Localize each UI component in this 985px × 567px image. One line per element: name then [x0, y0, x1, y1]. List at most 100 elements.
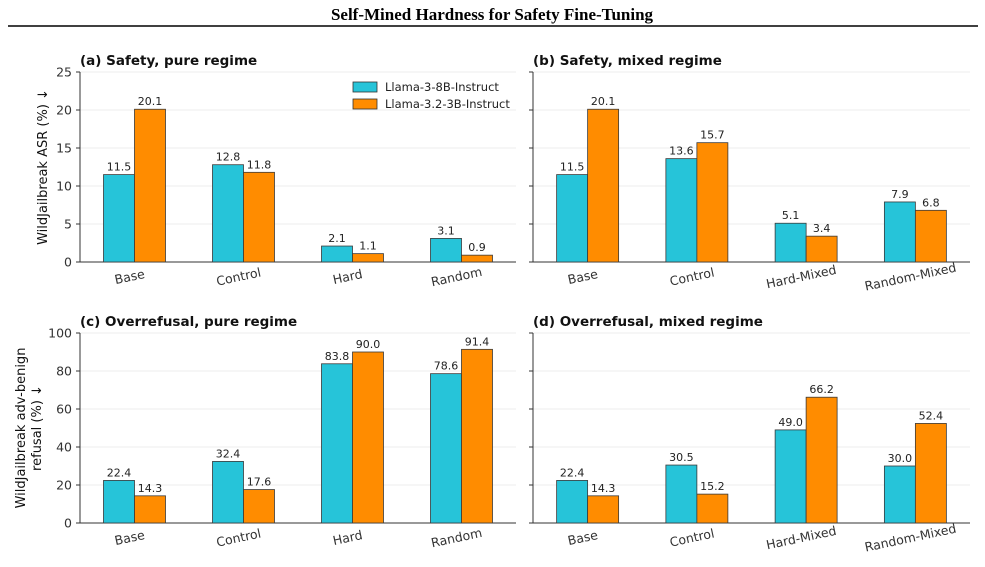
- bar-hard-series2: [352, 351, 384, 524]
- data-label: 14.3: [591, 482, 616, 495]
- bar-hard-series1: [321, 245, 353, 263]
- bar-hard-mixed-series2: [805, 235, 838, 263]
- y-tick-label: 15: [56, 141, 72, 156]
- ylabel-bottom-line2: refusal (%) ↓: [30, 385, 45, 471]
- panel-4: (d) Overrefusal, mixed regime 22.4 14.3 Bas…: [529, 314, 970, 555]
- bar-base-series2: [587, 495, 620, 524]
- data-label: 15.7: [700, 129, 725, 142]
- bar-base-series1: [103, 480, 135, 524]
- data-label: 91.4: [465, 335, 490, 348]
- x-tick-label: Base: [113, 266, 146, 287]
- bar-base-series2: [134, 495, 166, 524]
- bar-base-series2: [134, 108, 166, 263]
- x-tick-label: Hard: [331, 527, 363, 548]
- bar-control-series2: [696, 142, 729, 263]
- row-ylabel-bottom: WildJailbreak adv-benign refusal (%) ↓: [14, 348, 45, 509]
- data-label: 11.8: [247, 158, 272, 171]
- data-label: 13.6: [669, 145, 694, 158]
- data-label: 7.9: [891, 188, 909, 201]
- panel-title: (b) Safety, mixed regime: [533, 53, 722, 69]
- bar-base-series1: [556, 480, 589, 524]
- bar-control-series2: [243, 171, 275, 263]
- x-tick-label: Base: [113, 527, 146, 548]
- data-label: 30.0: [888, 452, 913, 465]
- data-label: 90.0: [356, 338, 381, 351]
- bar-random-mixed-series1: [883, 201, 916, 263]
- panel-1: 0 5 10 15 20 25 (a) Safety, pure regime 11.5 20.…: [56, 53, 516, 289]
- y-tick-label: 100: [48, 326, 72, 341]
- x-tick-label: Control: [215, 526, 262, 550]
- data-label: 78.6: [434, 360, 459, 373]
- panel-title: (a) Safety, pure regime: [80, 53, 257, 69]
- legend-swatch-llama-3-2-3b: [352, 98, 378, 110]
- bar-control-series2: [696, 493, 729, 524]
- data-label: 14.3: [138, 482, 163, 495]
- y-tick-label: 40: [56, 440, 72, 455]
- data-label: 1.1: [359, 240, 377, 253]
- bar-random-series2: [461, 254, 493, 263]
- panel-title: (d) Overrefusal, mixed regime: [533, 314, 763, 330]
- bar-random-series1: [430, 238, 462, 263]
- data-label: 52.4: [919, 409, 944, 422]
- data-label: 0.9: [468, 241, 486, 254]
- bar-base-series1: [103, 174, 135, 263]
- ylabel-top: WildJailbreak ASR (%) ↓: [36, 89, 51, 245]
- data-label: 5.1: [782, 209, 800, 222]
- y-tick-label: 0: [64, 516, 72, 531]
- x-tick-label: Base: [566, 266, 599, 287]
- x-tick-label: Random: [430, 525, 484, 550]
- bar-random-mixed-series2: [914, 209, 947, 263]
- data-label: 11.5: [107, 161, 132, 174]
- x-tick-label: Hard-Mixed: [765, 523, 838, 553]
- y-tick-label: 0: [64, 255, 72, 270]
- x-tick-label: Control: [668, 526, 715, 550]
- x-tick-label: Control: [668, 265, 715, 289]
- x-tick-label: Control: [215, 265, 262, 289]
- y-tick-label: 80: [56, 364, 72, 379]
- bar-hard-series1: [321, 363, 353, 524]
- y-tick-label: 60: [56, 402, 72, 417]
- ylabel-bottom-line1: WildJailbreak adv-benign: [14, 348, 29, 509]
- legend-swatch-llama-3-8b: [352, 81, 378, 93]
- legend: Llama-3-8B-Instruct Llama-3.2-3B-Instruc…: [352, 80, 510, 111]
- data-label: 11.5: [560, 161, 585, 174]
- bar-control-series1: [665, 158, 698, 263]
- legend-label-llama-3-2-3b: Llama-3.2-3B-Instruct: [385, 97, 510, 111]
- panel-title: (c) Overrefusal, pure regime: [80, 314, 297, 330]
- x-tick-label: Random-Mixed: [863, 521, 957, 555]
- x-tick-label: Hard-Mixed: [765, 262, 838, 292]
- x-tick-label: Random: [430, 264, 484, 289]
- data-label: 66.2: [809, 383, 834, 396]
- data-label: 32.4: [216, 447, 241, 460]
- bar-hard-mixed-series1: [774, 429, 807, 524]
- x-tick-label: Base: [566, 527, 599, 548]
- y-tick-label: 25: [56, 65, 72, 80]
- x-tick-label: Random-Mixed: [863, 260, 957, 294]
- bar-control-series1: [212, 461, 244, 524]
- data-label: 20.1: [138, 95, 163, 108]
- data-label: 12.8: [216, 151, 241, 164]
- bar-random-series2: [461, 348, 493, 524]
- row-ylabel-top: WildJailbreak ASR (%) ↓: [36, 89, 51, 245]
- bar-random-mixed-series2: [914, 423, 947, 524]
- data-label: 20.1: [591, 95, 616, 108]
- data-label: 22.4: [107, 466, 132, 479]
- bar-control-series1: [212, 164, 244, 263]
- data-label: 6.8: [922, 196, 940, 209]
- bar-hard-mixed-series2: [805, 396, 838, 524]
- y-tick-label: 20: [56, 478, 72, 493]
- data-label: 17.6: [247, 476, 272, 489]
- data-label: 2.1: [328, 232, 346, 245]
- bar-control-series1: [665, 464, 698, 524]
- panels: 0 5 10 15 20 25 (a) Safety, pure regime 11.5 20.…: [48, 53, 970, 555]
- bar-base-series2: [587, 108, 620, 263]
- figure-title: Self-Mined Hardness for Safety Fine-Tuni…: [331, 5, 654, 24]
- x-tick-label: Hard: [331, 266, 363, 287]
- bar-base-series1: [556, 174, 589, 263]
- bar-hard-mixed-series1: [774, 222, 807, 263]
- legend-label-llama-3-8b: Llama-3-8B-Instruct: [385, 80, 499, 94]
- data-label: 15.2: [700, 480, 725, 493]
- bar-random-series1: [430, 373, 462, 524]
- data-label: 3.1: [437, 224, 455, 237]
